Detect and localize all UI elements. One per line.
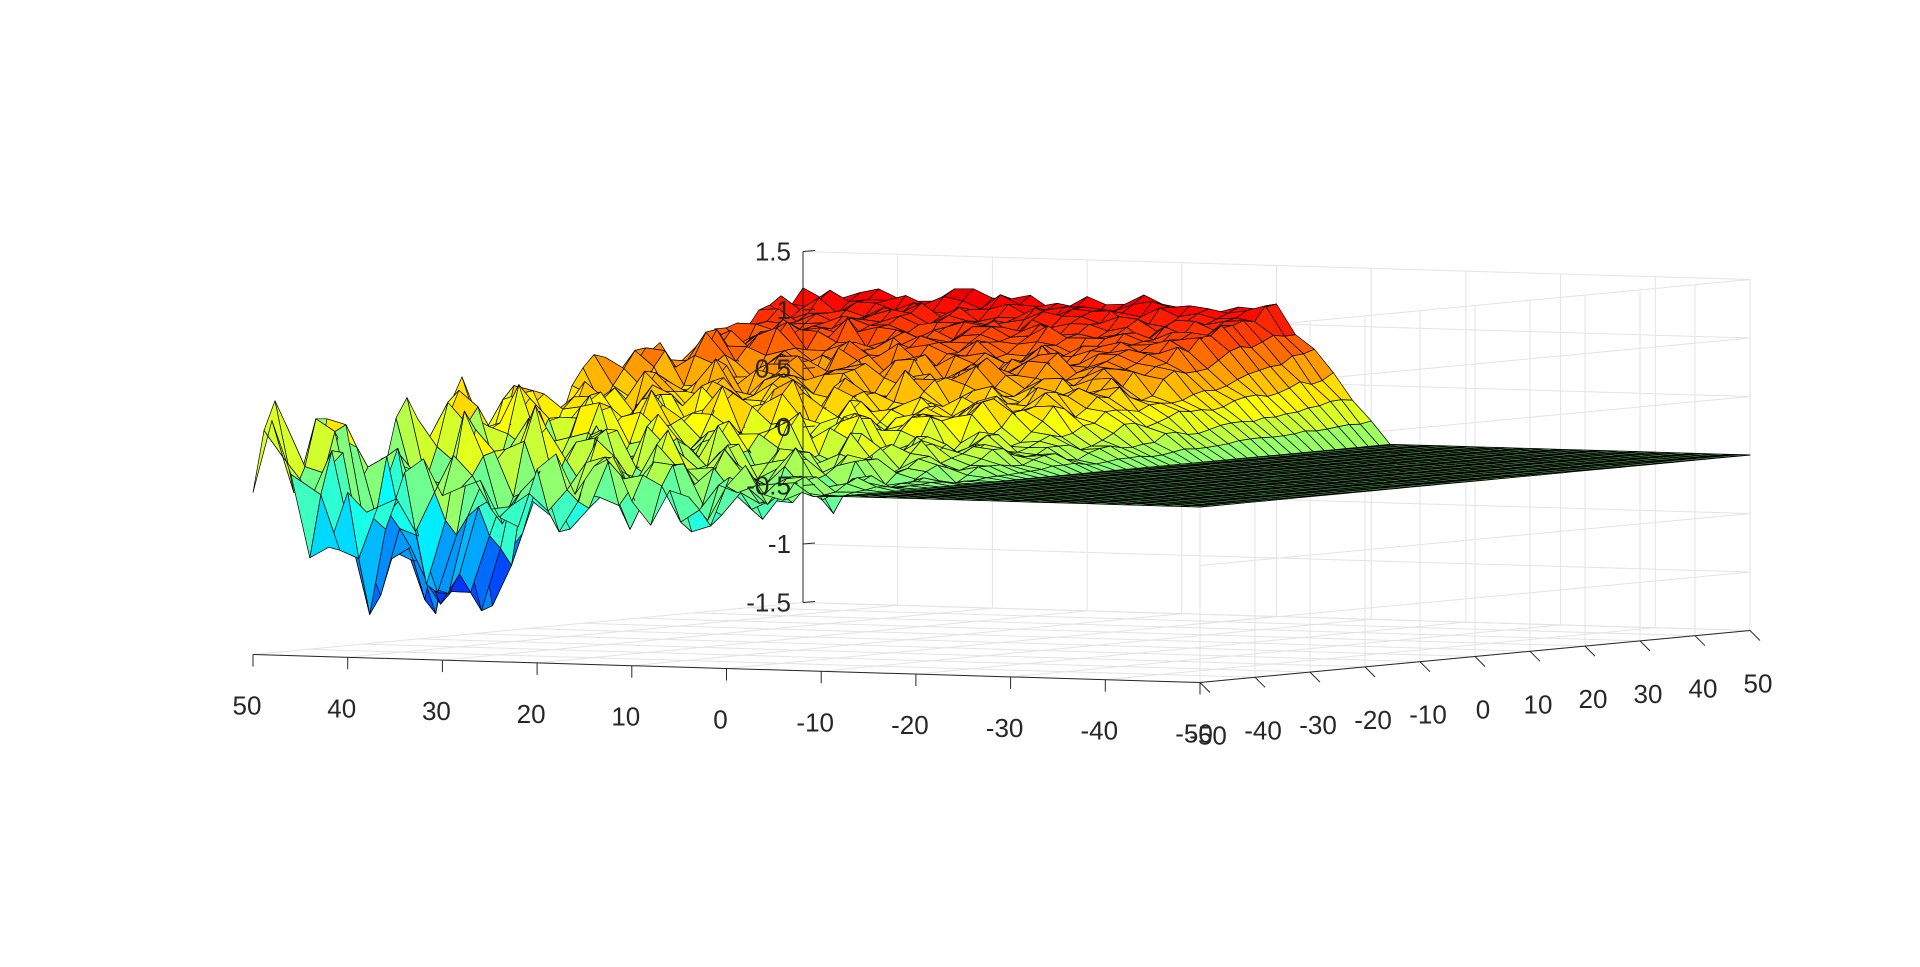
z-tick-label: -1 [768,529,791,559]
x-tick-label: -10 [796,707,834,737]
y-tick-label: -40 [1244,715,1282,745]
floor-grid [252,602,1751,683]
x-axis-ticks: 50 40 30 20 10 0 -10 -20 -30 -40 -50 [233,654,1213,749]
x-tick-label: -50 [1175,719,1213,749]
y-tick-label: -10 [1409,700,1447,730]
x-tick-label: -30 [986,713,1024,743]
x-tick-label: 20 [517,699,546,729]
surface-mesh [252,287,1751,615]
y-tick-label: -30 [1299,710,1337,740]
x-tick-label: 40 [327,693,356,723]
z-tick-label: -1.5 [746,588,791,618]
z-tick-label: 1.5 [755,237,791,267]
y-tick-label: 10 [1524,689,1553,719]
x-tick-label: -40 [1081,716,1119,746]
y-tick-label: 20 [1579,684,1608,714]
y-tick-label: -50 [1189,721,1227,751]
z-tick-label: 1 [777,295,791,325]
y-tick-label: 30 [1634,679,1663,709]
x-tick-label: 10 [611,702,640,732]
y-tick-label: 50 [1744,669,1773,699]
z-tick-label: -0.5 [746,471,791,501]
z-tick-label: 0.5 [755,354,791,384]
z-axis-ticks: 1.5 1 0.5 0 -0.5 -1 -1.5 [746,237,816,618]
x-tick-label: 50 [233,691,262,721]
y-axis-ticks: -50 -40 -30 -20 -10 0 10 20 30 40 50 [1189,630,1773,751]
x-tick-label: 0 [713,705,727,735]
x-tick-label: 30 [422,696,451,726]
y-tick-label: 40 [1689,674,1718,704]
surface-cell [252,420,284,493]
y-tick-label: -20 [1354,705,1392,735]
x-tick-label: -20 [891,710,929,740]
z-tick-label: 0 [777,412,791,442]
y-tick-label: 0 [1476,695,1490,725]
